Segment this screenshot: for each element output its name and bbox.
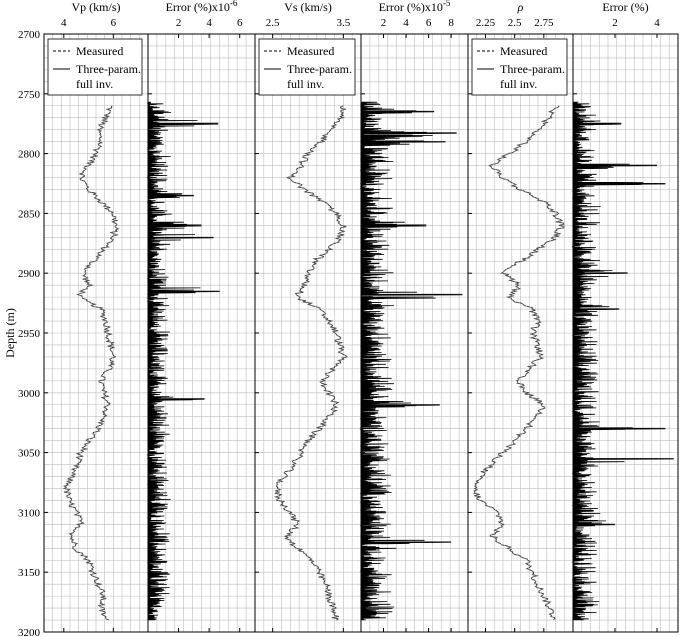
panel-rho_err: 2 4 Error (%) — [571, 0, 679, 633]
panel-rho: 2.25 2.5 2.75 ρ Measured Three-param.full inv… — [467, 0, 574, 633]
gridlines — [44, 34, 148, 632]
y-tick-label: 2900 — [18, 268, 41, 280]
panel-title-text: Error (%) — [602, 0, 648, 14]
gridlines — [573, 34, 678, 632]
legend: Measured Three-param.full inv. — [47, 38, 143, 96]
legend-label-inverted-cont: full inv. — [76, 77, 113, 91]
y-tick-label: 2800 — [18, 149, 41, 161]
series-inverted-line — [274, 105, 348, 621]
panel-title: Error (%)x10-5 — [379, 0, 451, 14]
panel-title: Vp (km/s) — [72, 0, 121, 14]
legend: Measured Three-param.full inv. — [258, 38, 356, 96]
panel-vp_err: 2 4 6 Error (%)x10-6 — [146, 0, 256, 633]
x-tick-label: 2 — [176, 17, 182, 29]
panel-title-text: Vp (km/s) — [72, 0, 121, 14]
y-axis-ticks: 2700 2750 2800 2850 2900 2950 3000 3050 3100 3150… — [18, 29, 41, 637]
legend-box — [47, 38, 143, 96]
y-tick-label: 3050 — [18, 448, 41, 460]
y-tick-label: 3150 — [18, 567, 41, 579]
x-tick-label: 6 — [426, 17, 432, 29]
panel-title-exponent: -6 — [230, 0, 238, 8]
legend-label-measured: Measured — [76, 44, 123, 58]
legend-label-measured: Measured — [287, 44, 334, 58]
series-error-line — [359, 101, 463, 621]
legend-label-inverted-cont: full inv. — [287, 77, 324, 91]
x-tick-label: 4 — [403, 17, 409, 29]
series-inverted-line — [63, 105, 120, 621]
panel-title: ρ — [517, 0, 524, 14]
panel-title-text: ρ — [517, 0, 524, 14]
x-tick-label: 8 — [448, 17, 454, 29]
x-tick-label: 6 — [237, 17, 243, 29]
x-tick-label: 2.5 — [266, 17, 280, 29]
series-inverted-line — [473, 105, 565, 621]
x-tick-label: 6 — [111, 17, 117, 29]
panel-vs: 2.5 3.5 Vs (km/s) Measured Three-param.full … — [254, 0, 362, 633]
legend-label-inverted: Three-param. — [500, 62, 565, 76]
x-tick-label: 2.25 — [476, 17, 496, 29]
legend-label-inverted-cont: full inv. — [500, 77, 537, 91]
panel-vs_err: 2 4 6 8 Error (%)x10-5 — [359, 0, 469, 633]
legend-box — [471, 38, 568, 96]
legend-label-inverted: Three-param. — [287, 62, 352, 76]
x-tick-label: 4 — [654, 17, 660, 29]
gridlines — [255, 34, 361, 632]
series-measured-line — [274, 105, 348, 621]
panel-title: Vs (km/s) — [284, 0, 332, 14]
legend-label-measured: Measured — [500, 44, 547, 58]
panel-title: Error (%) — [602, 0, 648, 14]
panel-title-exponent: -5 — [443, 0, 451, 8]
x-tick-label: 4 — [61, 17, 67, 29]
y-tick-label: 2850 — [18, 208, 41, 220]
panel-title-text: Error (%)x10 — [166, 0, 230, 14]
y-tick-label: 3000 — [18, 388, 41, 400]
y-tick-label: 2750 — [18, 89, 41, 101]
y-axis-label: Depth (m) — [3, 308, 17, 358]
panel-title: Error (%)x10-6 — [166, 0, 238, 14]
legend-box — [258, 38, 356, 96]
y-tick-label: 2950 — [18, 328, 41, 340]
x-tick-label: 2.5 — [508, 17, 522, 29]
x-tick-label: 2 — [612, 17, 618, 29]
panel-title-text: Vs (km/s) — [284, 0, 332, 14]
series-measured-line — [473, 105, 565, 621]
x-tick-label: 2 — [381, 17, 387, 29]
x-tick-label: 2.75 — [534, 17, 554, 29]
y-tick-label: 2700 — [18, 29, 41, 41]
legend-label-inverted: Three-param. — [76, 62, 141, 76]
y-tick-label: 3200 — [18, 627, 41, 637]
panel-title-text: Error (%)x10 — [379, 0, 443, 14]
x-tick-label: 4 — [206, 17, 212, 29]
series-error-line — [146, 101, 220, 621]
x-tick-label: 3.5 — [336, 17, 350, 29]
legend: Measured Three-param.full inv. — [471, 38, 568, 96]
series-error-line — [571, 101, 674, 621]
y-tick-label: 3100 — [18, 507, 41, 519]
gridlines — [468, 34, 573, 632]
panel-vp: 4 6 Vp (km/s) Measured Three-param.full inv. — [43, 0, 149, 633]
